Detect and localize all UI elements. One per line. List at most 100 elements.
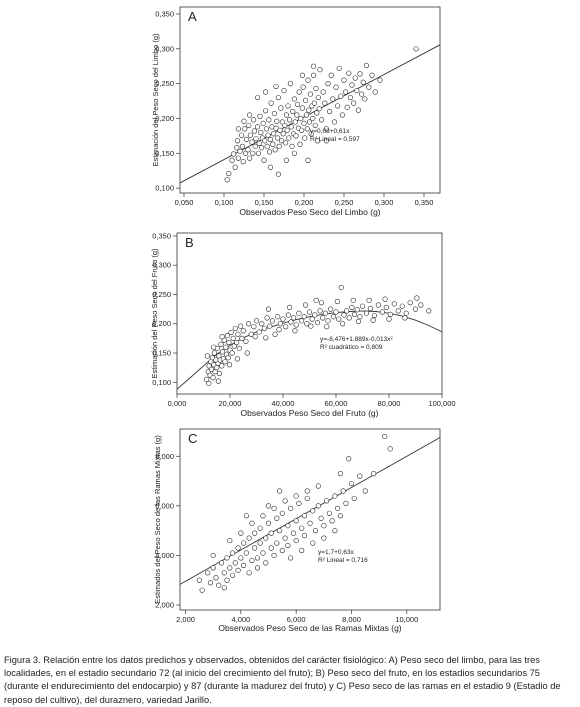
- chart-a-point: [255, 124, 261, 130]
- chart-c-point: [227, 565, 233, 571]
- chart-c-point: [335, 505, 341, 511]
- chart-c-equation-line: y=1,7+0,63x: [318, 549, 355, 556]
- chart-c-point: [252, 530, 258, 536]
- chart-a-point: [251, 128, 257, 134]
- chart-b-point: [261, 325, 268, 332]
- chart-a-point: [325, 81, 331, 87]
- chart-b-point: [275, 314, 281, 320]
- chart-b-y-tick-label: 0,200: [152, 319, 171, 328]
- chart-b-x-tick-label: 100,000: [428, 399, 455, 408]
- chart-a-point: [299, 72, 306, 78]
- chart-c-point: [337, 471, 344, 477]
- chart-a-point: [240, 159, 246, 165]
- chart-a-point: [259, 145, 265, 151]
- chart-c-point: [210, 565, 216, 571]
- chart-b-point: [334, 298, 340, 305]
- chart-b-point: [318, 300, 325, 306]
- chart-b-point: [355, 318, 362, 325]
- chart-a-point: [260, 120, 266, 126]
- chart-b-y-tick-label: 0,350: [152, 231, 171, 240]
- chart-c-point: [257, 540, 263, 546]
- chart-a-point: [287, 81, 294, 87]
- chart-c-point: [288, 555, 294, 561]
- chart-c-point: [326, 510, 332, 516]
- chart-b-point: [418, 302, 424, 308]
- chart-b-point: [259, 321, 265, 327]
- chart-c-point: [196, 577, 202, 583]
- chart-a-equation-line: y=0,08+0,61x: [310, 128, 350, 135]
- chart-b-point: [245, 321, 252, 327]
- chart-a-point: [231, 151, 237, 157]
- chart-b-point: [333, 309, 339, 315]
- chart-c-x-axis-label: Observados Peso Seco de las Ramas Mixtas…: [218, 623, 401, 633]
- chart-c-point: [243, 513, 249, 519]
- chart-b-point: [253, 318, 260, 324]
- chart-b-point: [206, 380, 212, 387]
- chart-a-point: [278, 105, 284, 111]
- chart-b-point: [308, 323, 314, 329]
- chart-b-point: [244, 350, 250, 356]
- chart-b-point: [272, 331, 278, 337]
- chart-a-point: [372, 89, 378, 95]
- chart-b-point: [386, 316, 392, 322]
- chart-c-point: [296, 500, 302, 506]
- chart-a-x-tick-label: 0,200: [295, 198, 314, 207]
- chart-c-point: [304, 495, 310, 502]
- chart-c-point: [227, 537, 233, 544]
- chart-b-point: [204, 376, 210, 382]
- chart-b-point: [283, 324, 289, 330]
- chart-a-point: [327, 108, 333, 115]
- chart-c-point: [271, 552, 277, 559]
- chart-a-y-tick-label: 0,350: [155, 9, 174, 18]
- chart-a-point: [294, 112, 300, 118]
- chart-b-point: [296, 310, 302, 316]
- chart-b-plot-area: [177, 284, 442, 390]
- chart-a-point: [239, 132, 245, 138]
- chart-b-point: [223, 344, 229, 350]
- chart-a-point: [295, 101, 301, 108]
- chart-b-point: [367, 305, 374, 312]
- chart-c-point: [257, 525, 263, 531]
- chart-c-point: [301, 533, 308, 539]
- chart-b-point: [230, 335, 236, 341]
- chart-a-point: [289, 143, 295, 149]
- chart-a-point: [303, 112, 310, 118]
- chart-c-point: [293, 518, 299, 524]
- chart-a-point: [333, 84, 339, 90]
- chart-b-point: [269, 318, 276, 324]
- chart-a-point: [284, 127, 290, 133]
- chart-c-point: [268, 530, 274, 536]
- chart-b-point: [357, 314, 363, 320]
- chart-a-y-axis-label: Estimación del Peso Seco del Limbo (g): [151, 33, 160, 166]
- chart-b-x-tick-label: 0,000: [168, 399, 187, 408]
- chart-b-point: [210, 344, 217, 350]
- chart-c-point: [357, 473, 363, 479]
- chart-c-point: [315, 503, 321, 509]
- chart-b-x-tick-label: 60,000: [325, 399, 348, 408]
- chart-a-point: [357, 71, 363, 77]
- chart-c-x-tick-label: 8,000: [342, 615, 361, 624]
- chart-b-point: [236, 345, 242, 351]
- chart-b-x-tick-label: 80,000: [378, 399, 401, 408]
- chart-b-point: [370, 317, 376, 323]
- chart-c-point: [346, 456, 352, 462]
- chart-a-point: [306, 107, 312, 113]
- chart-b: 0,000 20,000 40,000 60,000 80,000 100,000 0,10…: [0, 225, 580, 425]
- chart-b-point: [403, 310, 409, 316]
- chart-a-point: [360, 79, 366, 85]
- chart-a-point: [258, 129, 264, 135]
- chart-b-point: [256, 329, 262, 335]
- chart-b-point: [426, 308, 432, 314]
- chart-a-x-tick-label: 0,100: [215, 198, 234, 207]
- chart-b-point: [239, 335, 245, 341]
- chart-a-point: [229, 157, 235, 163]
- chart-a-point: [328, 72, 334, 78]
- chart-b-point: [287, 304, 293, 310]
- chart-b-point: [277, 321, 283, 327]
- chart-c-point: [285, 523, 291, 529]
- chart-c-point: [307, 520, 313, 526]
- chart-c-point: [290, 530, 297, 536]
- chart-a-point: [251, 117, 257, 123]
- chart-c-point: [243, 550, 249, 556]
- chart-c-point: [263, 535, 269, 541]
